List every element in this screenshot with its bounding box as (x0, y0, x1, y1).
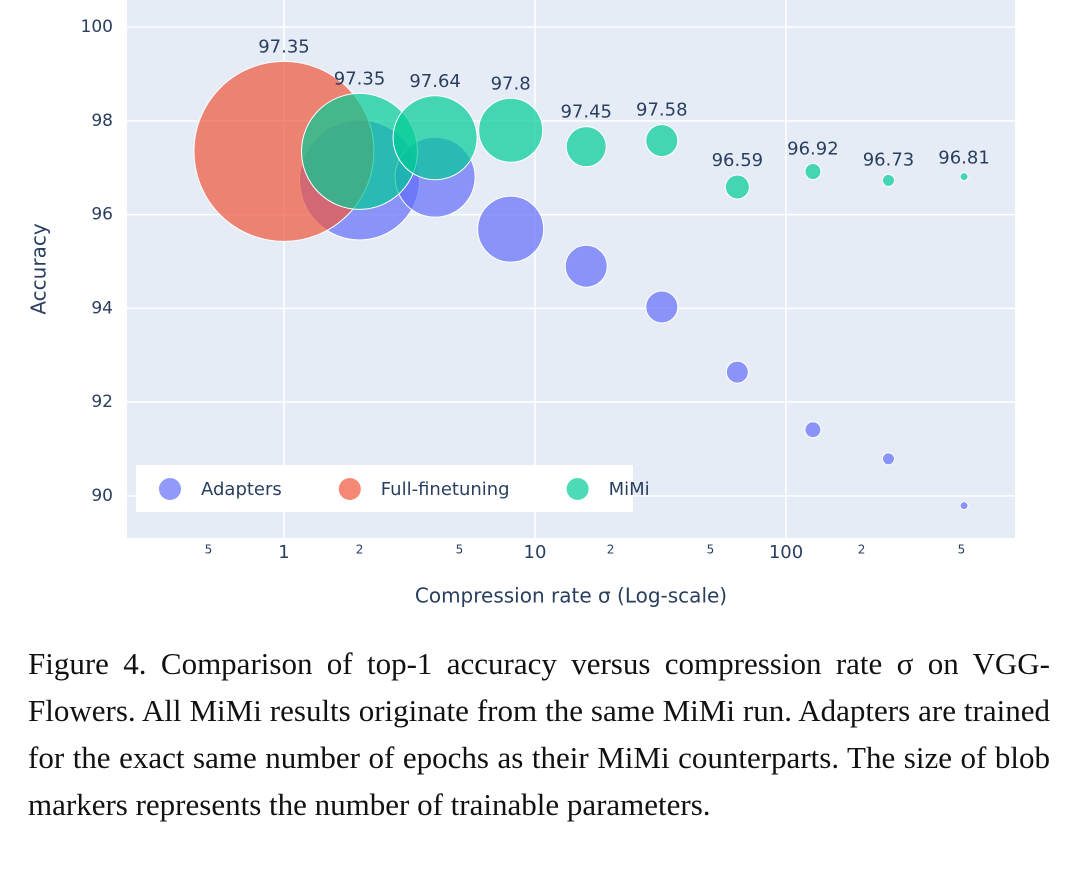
legend-box (136, 465, 633, 512)
chart: Accuracy Compression rate σ (Log-scale) … (27, 0, 1015, 608)
data-label: 97.35 (334, 68, 386, 89)
legend-label: MiMi (609, 479, 650, 500)
legend-marker (338, 478, 361, 500)
legend-marker (566, 478, 589, 500)
x-tick-label: 5 (958, 543, 966, 557)
y-tick-label: 90 (91, 486, 113, 506)
x-tick-label: 2 (607, 543, 615, 557)
data-label: 96.81 (938, 148, 990, 169)
x-tick-label: 5 (456, 543, 464, 557)
x-tick-label: 5 (205, 543, 213, 557)
x-axis-title: Compression rate σ (Log-scale) (415, 584, 727, 608)
bubble (477, 195, 545, 263)
data-label: 97.8 (491, 73, 531, 94)
x-tick-label: 100 (769, 542, 803, 563)
y-tick-label: 94 (91, 298, 113, 318)
bubble (881, 173, 895, 187)
data-label: 97.64 (409, 71, 461, 92)
data-label: 96.59 (712, 150, 764, 171)
bubble (804, 421, 822, 439)
data-label: 97.58 (636, 100, 688, 121)
data-label: 97.35 (258, 36, 310, 57)
y-tick-label: 98 (91, 111, 113, 131)
bubble (565, 126, 607, 168)
caption: Figure 4. Comparison of top-1 accuracy v… (28, 646, 1050, 822)
data-label: 96.92 (787, 139, 839, 160)
bubble (959, 172, 969, 182)
bubble (959, 501, 969, 511)
x-tick-label: 2 (356, 543, 364, 557)
bubble (478, 97, 544, 163)
legend-label: Full-finetuning (381, 479, 510, 500)
data-label: 96.73 (863, 149, 915, 170)
y-tick-label: 92 (91, 392, 113, 412)
bubble (564, 244, 608, 288)
x-tick-label: 1 (278, 542, 289, 563)
y-tick-label: 96 (91, 205, 113, 225)
data-label: 97.45 (560, 102, 612, 123)
bubble (881, 452, 895, 466)
x-tick-label: 2 (858, 543, 866, 557)
bubble (804, 163, 822, 181)
legend-label: Adapters (201, 479, 282, 500)
bubble (724, 174, 750, 200)
bubble (725, 360, 749, 384)
bubble (392, 95, 478, 181)
bubble (645, 124, 679, 158)
y-axis-title: Accuracy (27, 223, 51, 314)
y-tick-label: 100 (81, 17, 113, 37)
x-tick-label: 10 (524, 542, 547, 563)
x-tick-label: 5 (707, 543, 715, 557)
legend-marker (159, 478, 181, 500)
bubble (645, 290, 679, 324)
